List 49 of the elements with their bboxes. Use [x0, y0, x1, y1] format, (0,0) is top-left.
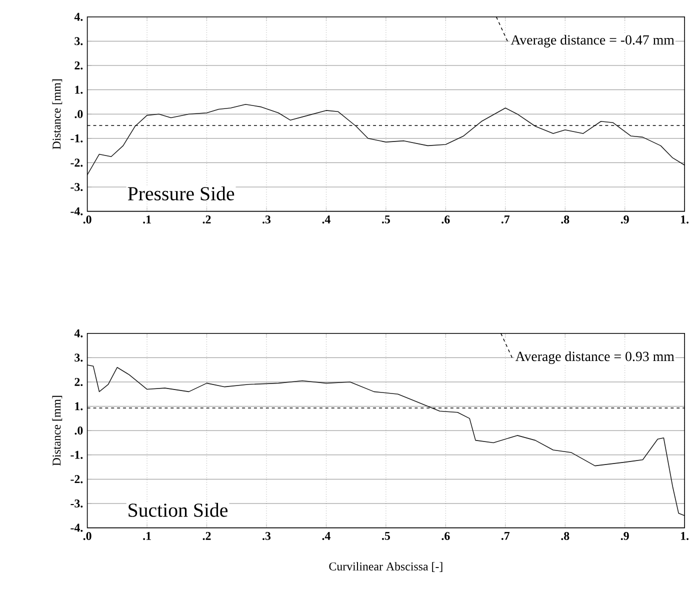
annotation: Pressure Side	[128, 186, 234, 200]
x-tick-label: .9	[620, 532, 629, 540]
y-tick-label: -1.	[70, 450, 83, 459]
annotation: Suction Side	[128, 502, 228, 517]
y-tick-label: .0	[74, 426, 83, 434]
y-tick-label: -1.	[70, 134, 83, 142]
y-tick-label: -4.	[70, 207, 83, 216]
x-tick-label: .0	[83, 532, 92, 540]
x-tick-label: .2	[202, 532, 211, 540]
y-axis-title: Distance [mm]	[52, 79, 62, 150]
x-tick-label: .3	[262, 532, 271, 540]
y-tick-label: 1.	[75, 402, 83, 410]
x-tick-label: .2	[202, 215, 211, 224]
ref-line-label: Average distance = -0.47 mm	[510, 34, 674, 48]
y-tick-label: -3.	[70, 182, 83, 191]
y-tick-label: 1.	[75, 86, 83, 94]
x-tick-label: .8	[561, 532, 570, 540]
y-tick-label: -4.	[70, 524, 83, 532]
y-tick-label: 2.	[74, 378, 83, 386]
x-tick-label: 1.	[681, 215, 689, 224]
x-tick-label: .1	[143, 532, 151, 540]
x-tick-label: .1	[143, 215, 151, 224]
y-tick-label: 4.	[74, 329, 83, 338]
x-tick-label: .4	[322, 215, 330, 224]
x-tick-label: .3	[262, 215, 271, 224]
x-tick-label: .6	[442, 532, 450, 540]
x-tick-label: .0	[83, 215, 92, 224]
y-axis-title: Distance [mm]	[52, 396, 62, 466]
x-axis-title: Curvilinear Abscissa [-]	[329, 562, 442, 572]
y-tick-label: 4.	[74, 12, 83, 21]
x-tick-label: .7	[501, 532, 510, 540]
y-tick-label: -3.	[70, 499, 83, 508]
line-series	[87, 364, 685, 516]
y-tick-label: .0	[74, 110, 83, 118]
x-tick-label: .9	[620, 215, 629, 224]
y-tick-label: -2.	[70, 158, 83, 167]
x-tick-label: .5	[382, 215, 390, 224]
x-tick-label: .8	[561, 215, 570, 224]
x-tick-label: 1.	[681, 532, 689, 540]
line-series	[87, 104, 685, 176]
x-tick-label: .7	[501, 215, 510, 224]
x-tick-label: .5	[382, 532, 390, 540]
y-tick-label: 2.	[74, 61, 83, 70]
y-tick-label: 3.	[74, 36, 83, 46]
x-tick-label: .4	[322, 532, 330, 540]
y-tick-label: -2.	[70, 475, 83, 484]
ref-line-label: Average distance = 0.93 mm	[515, 351, 674, 364]
y-tick-label: 3.	[74, 353, 83, 362]
x-tick-label: .6	[442, 215, 450, 224]
